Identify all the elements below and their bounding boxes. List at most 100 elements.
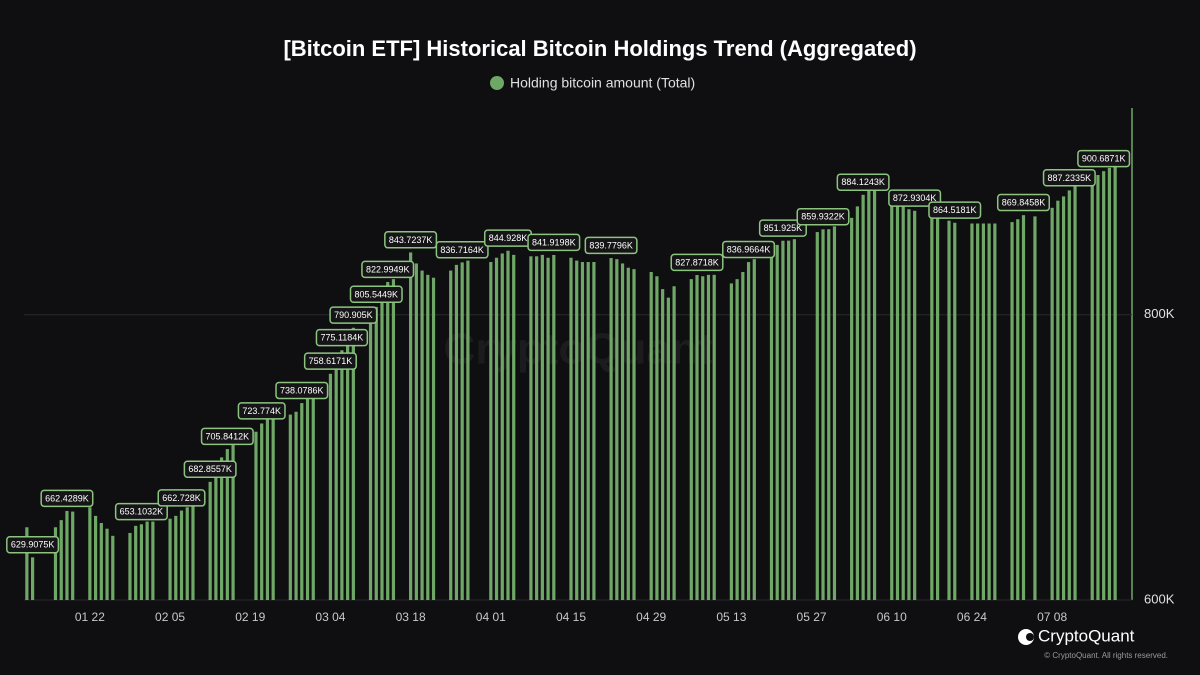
bar [380, 297, 384, 600]
bar [288, 414, 292, 600]
data-label-box [836, 173, 890, 191]
data-label-text: 843.7237K [389, 235, 433, 245]
data-label-box [275, 381, 329, 400]
data-label: 900.6871K [1077, 149, 1131, 168]
data-label: 827.8718K [670, 253, 724, 272]
bar [214, 471, 218, 600]
data-label: 790.905K [329, 306, 378, 324]
bar [1107, 167, 1112, 601]
data-label: 723.774K [237, 402, 286, 420]
x-tick-label: 02 19 [235, 610, 265, 624]
bar [145, 521, 149, 600]
data-label: 775.1184K [315, 328, 369, 347]
bar [512, 254, 516, 600]
bar [111, 535, 115, 600]
bar [987, 223, 991, 600]
data-label-text: 682.8557K [188, 464, 232, 474]
data-label-box [670, 253, 724, 272]
bar [1073, 186, 1077, 600]
data-label-text: 841.9198K [532, 237, 576, 247]
data-label-box [157, 489, 206, 507]
bar [695, 275, 699, 600]
bar [935, 213, 940, 600]
data-label-text: 738.0786K [280, 385, 324, 395]
bar [735, 279, 739, 600]
bar [231, 440, 235, 600]
bar [947, 220, 951, 600]
legend-label: Holding bitcoin amount (Total) [510, 75, 695, 91]
data-label-text: 851.925K [764, 223, 803, 233]
bar [672, 286, 676, 600]
data-label-box [114, 502, 168, 521]
data-label-box [303, 352, 357, 370]
data-label-text: 869.8458K [1002, 198, 1046, 208]
bar [609, 258, 613, 600]
data-label-box [329, 306, 378, 324]
bar [460, 262, 464, 600]
bar [65, 510, 69, 600]
bar [895, 203, 900, 600]
bar [661, 289, 665, 600]
bar [575, 260, 579, 600]
data-label-text: 790.905K [334, 310, 373, 320]
data-label-text: 705.8412K [206, 431, 250, 441]
bar [346, 340, 350, 600]
bar [225, 449, 229, 600]
bar [1050, 207, 1054, 600]
data-label-text: 629.9075K [11, 540, 55, 550]
data-label: 841.9198K [527, 233, 581, 252]
data-label-box [888, 189, 942, 207]
bar [976, 223, 980, 600]
data-label-text: 887.2335K [1048, 173, 1092, 183]
bar [781, 240, 785, 601]
bar [913, 210, 917, 600]
data-label: 859.9322K [796, 207, 850, 226]
bar [546, 257, 550, 600]
bar [368, 321, 373, 600]
bar [265, 418, 270, 600]
bar [1010, 222, 1014, 600]
bar [706, 274, 711, 600]
bar [993, 223, 997, 600]
x-tick-label: 05 13 [716, 610, 746, 624]
data-label-text: 844.928K [489, 233, 528, 243]
data-label: 682.8557K [183, 460, 237, 478]
data-label-text: 859.9322K [801, 212, 845, 222]
bar [741, 272, 745, 600]
data-label-box [315, 328, 369, 347]
bar [867, 190, 871, 600]
bar [1016, 219, 1020, 600]
chart-title: [Bitcoin ETF] Historical Bitcoin Holding… [283, 36, 916, 61]
bar [552, 255, 556, 600]
bar [128, 532, 132, 600]
bar [59, 520, 63, 600]
data-label: 653.1032K [114, 502, 168, 521]
bar [420, 270, 424, 600]
data-label-box [361, 260, 415, 279]
bar [729, 283, 733, 600]
bar [970, 223, 974, 600]
bar [649, 272, 653, 600]
data-label-text: 723.774K [242, 406, 281, 416]
bar [775, 244, 779, 600]
data-label: 805.5449K [349, 285, 403, 304]
bar [179, 510, 184, 600]
bar [827, 229, 831, 600]
bar [901, 206, 905, 600]
bar [99, 522, 103, 600]
data-label: 629.9075K [6, 535, 60, 554]
bar [1090, 179, 1094, 600]
bar [351, 327, 355, 600]
bar [872, 190, 877, 600]
bar [134, 525, 138, 600]
x-tick-label: 04 29 [636, 610, 666, 624]
bar [151, 521, 155, 600]
bar [208, 481, 212, 600]
bar [139, 524, 144, 600]
data-label-box [384, 231, 438, 249]
bar [328, 373, 333, 600]
bar [220, 457, 224, 600]
bar [191, 497, 195, 600]
data-label: 662.4289K [40, 489, 94, 508]
data-label: 843.7237K [384, 231, 438, 249]
